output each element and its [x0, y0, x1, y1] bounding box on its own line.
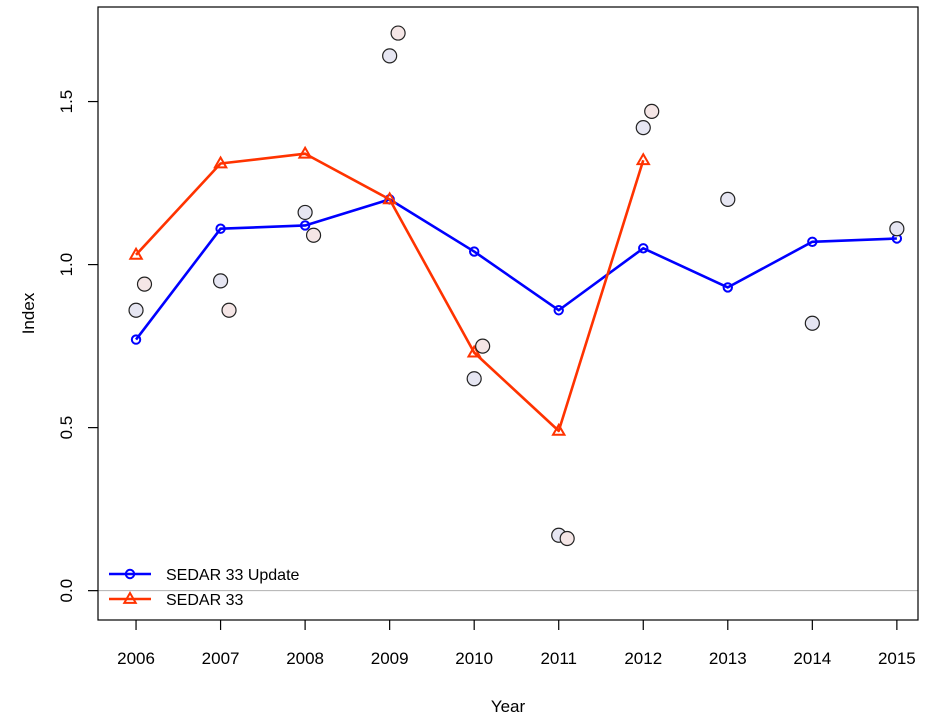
observed-point-0	[804, 315, 820, 331]
legend-marker-1	[122, 590, 138, 604]
series-1-point	[128, 246, 144, 260]
observed-point-1	[644, 103, 660, 119]
series-1-point	[213, 155, 229, 169]
observed-point-1	[305, 227, 322, 243]
y-axis-title: Index	[19, 292, 38, 334]
series-0-point	[468, 246, 480, 257]
observed-point-0	[382, 48, 398, 64]
y-tick-label: 0.0	[57, 579, 76, 603]
x-tick-label: 2014	[793, 649, 831, 668]
legend-marker-0	[124, 568, 136, 580]
series-0-point	[553, 305, 564, 316]
x-tick-label: 2015	[878, 649, 916, 668]
series-1-point	[297, 145, 313, 159]
observed-point-1	[475, 338, 491, 354]
series-1-point	[466, 344, 482, 358]
observed-points-layer	[128, 25, 905, 547]
y-tick-label: 1.5	[57, 90, 76, 114]
x-tick-label: 2010	[455, 649, 493, 668]
observed-point-0	[297, 204, 313, 221]
x-tick-label: 2006	[117, 649, 155, 668]
series-0-point	[130, 334, 142, 345]
y-tick-label: 1.0	[57, 253, 76, 277]
observed-point-1	[136, 276, 153, 292]
series-0-point	[638, 243, 649, 254]
observed-point-0	[128, 302, 144, 318]
series-1-point	[551, 422, 567, 436]
series-0-point	[215, 223, 226, 234]
y-tick-label: 0.5	[57, 416, 76, 440]
series-0-point	[722, 282, 733, 293]
x-axis-title: Year	[491, 697, 526, 716]
x-tick-label: 2009	[371, 649, 409, 668]
x-tick-label: 2012	[624, 649, 662, 668]
observed-point-0	[889, 221, 905, 237]
x-tick-label: 2008	[286, 649, 324, 668]
x-tick-label: 2013	[709, 649, 747, 668]
series-line-0	[135, 198, 897, 341]
observed-point-0	[466, 371, 482, 387]
observed-point-0	[720, 191, 736, 207]
legend: SEDAR 33 Update SEDAR 33	[109, 567, 300, 609]
observed-point-1	[559, 530, 575, 547]
x-tick-label: 2007	[202, 649, 240, 668]
legend-label-1: SEDAR 33	[166, 592, 243, 609]
observed-point-1	[390, 25, 406, 41]
series-0-point	[299, 220, 311, 231]
series-1-point	[382, 191, 398, 205]
series-0-point	[807, 236, 818, 247]
observed-point-0	[635, 120, 651, 136]
legend-label-0: SEDAR 33 Update	[166, 567, 300, 584]
series-layer	[128, 145, 903, 436]
observed-point-1	[221, 302, 237, 318]
plot-frame	[97, 6, 919, 621]
axes-layer: 2006 2007 2008 2009 2010 2011 2012 2013 2014 2015…	[57, 90, 916, 668]
observed-point-0	[212, 273, 229, 289]
series-line-1	[135, 152, 645, 433]
x-tick-label: 2011	[540, 649, 577, 668]
series-1-point	[635, 152, 651, 166]
